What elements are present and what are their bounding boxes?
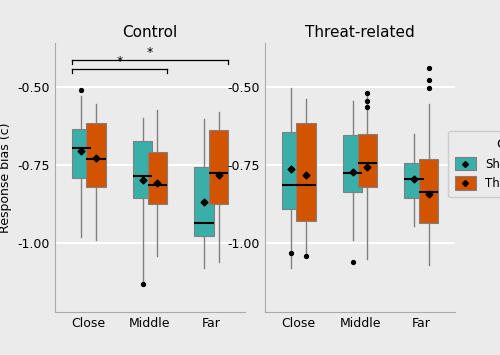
Text: *: *: [147, 45, 153, 59]
Text: *: *: [116, 55, 122, 68]
Title: Control: Control: [122, 25, 178, 40]
PathPatch shape: [194, 166, 214, 235]
Y-axis label: Response bias (c): Response bias (c): [0, 122, 12, 233]
Title: Threat-related: Threat-related: [305, 25, 415, 40]
PathPatch shape: [133, 141, 152, 198]
PathPatch shape: [209, 130, 229, 204]
PathPatch shape: [86, 122, 106, 187]
PathPatch shape: [358, 133, 377, 187]
PathPatch shape: [343, 135, 362, 192]
PathPatch shape: [282, 132, 301, 209]
PathPatch shape: [419, 159, 438, 223]
Legend: Shape-matched, Threatening: Shape-matched, Threatening: [448, 131, 500, 197]
PathPatch shape: [404, 163, 423, 198]
PathPatch shape: [296, 122, 316, 222]
PathPatch shape: [148, 152, 167, 204]
PathPatch shape: [72, 129, 91, 178]
